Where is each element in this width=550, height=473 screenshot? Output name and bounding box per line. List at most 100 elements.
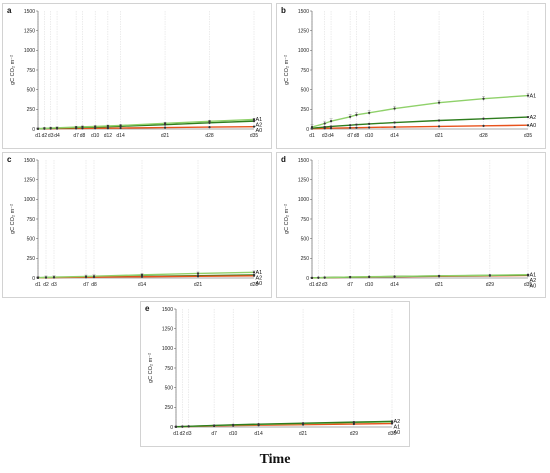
data-point bbox=[106, 124, 109, 128]
data-point bbox=[119, 124, 122, 127]
series-A1 bbox=[310, 93, 530, 129]
data-point bbox=[208, 121, 211, 124]
x-tick-label: d1 bbox=[309, 282, 315, 288]
data-point bbox=[355, 126, 358, 129]
panel-letter: a bbox=[7, 6, 12, 15]
series-label-A2: A2 bbox=[256, 276, 263, 282]
y-tick-label: 0 bbox=[32, 276, 35, 282]
y-tick-label: 1250 bbox=[24, 177, 35, 183]
x-tick-label: d4 bbox=[328, 133, 334, 139]
x-tick-label: d28 bbox=[479, 133, 488, 139]
series-label-A2: A2 bbox=[530, 115, 537, 121]
series-A1 bbox=[36, 270, 256, 279]
data-point bbox=[301, 422, 305, 425]
data-point bbox=[368, 126, 371, 129]
x-tick-label: d21 bbox=[435, 133, 444, 139]
x-tick-label: d1 bbox=[35, 133, 41, 139]
x-tick-label: d1 bbox=[309, 133, 315, 139]
data-point bbox=[437, 101, 441, 104]
data-point bbox=[482, 97, 485, 100]
y-tick-label: 1250 bbox=[24, 28, 35, 34]
x-tick-label: d4 bbox=[54, 133, 60, 139]
y-tick-label: 0 bbox=[170, 425, 173, 431]
data-point bbox=[181, 425, 184, 428]
x-tick-label: d3 bbox=[322, 133, 328, 139]
x-tick-label: d3 bbox=[322, 282, 328, 288]
panel-letter: b bbox=[281, 6, 286, 15]
data-point bbox=[81, 125, 84, 128]
data-point bbox=[252, 120, 256, 123]
y-tick-label: 250 bbox=[165, 405, 174, 411]
data-point bbox=[92, 275, 96, 278]
y-tick-label: 500 bbox=[301, 87, 310, 93]
data-point bbox=[317, 276, 320, 279]
data-point bbox=[482, 124, 485, 127]
y-tick-label: 250 bbox=[301, 107, 310, 113]
data-point bbox=[196, 272, 200, 275]
panel-letter: d bbox=[281, 155, 286, 164]
panel-frame bbox=[276, 152, 546, 298]
series-line bbox=[37, 271, 255, 279]
x-tick-label: d14 bbox=[390, 282, 399, 288]
panel-a: a 0 250 500 750 1000 1250 1500 d1 d2 d3 d4 d7 d8 d10 d1… bbox=[2, 3, 272, 149]
y-tick-label: 1500 bbox=[24, 9, 35, 15]
data-point bbox=[252, 125, 256, 128]
data-point bbox=[36, 276, 40, 279]
data-point bbox=[393, 121, 396, 124]
data-point bbox=[323, 125, 326, 129]
y-tick-label: 1000 bbox=[162, 346, 173, 352]
x-tick-label: d21 bbox=[435, 282, 444, 288]
series-A1 bbox=[36, 118, 256, 130]
x-tick-label: d21 bbox=[161, 133, 170, 139]
data-point bbox=[437, 274, 441, 277]
data-point bbox=[355, 123, 358, 126]
data-point bbox=[163, 126, 167, 129]
y-tick-label: 1000 bbox=[298, 197, 309, 203]
x-tick-label: d2 bbox=[43, 282, 49, 288]
data-point bbox=[329, 125, 333, 128]
x-tick-label: d7 bbox=[83, 282, 89, 288]
x-tick-label: d21 bbox=[194, 282, 203, 288]
x-tick-label: d3 bbox=[186, 431, 192, 437]
x-tick-label: d29 bbox=[350, 431, 359, 437]
x-tick-label: d10 bbox=[91, 133, 100, 139]
series-line bbox=[311, 94, 529, 128]
x-tick-label: d2 bbox=[42, 133, 48, 139]
x-tick-label: d10 bbox=[365, 133, 374, 139]
data-point bbox=[208, 126, 211, 129]
y-tick-label: 1500 bbox=[298, 158, 309, 164]
y-axis-label: gC CO₂ m⁻² bbox=[284, 204, 290, 234]
data-point bbox=[368, 122, 371, 125]
y-tick-label: 1250 bbox=[298, 28, 309, 34]
data-point bbox=[352, 421, 355, 424]
data-point bbox=[174, 425, 178, 428]
series-line bbox=[311, 116, 529, 129]
x-tick-label: d2 bbox=[316, 282, 322, 288]
y-tick-label: 0 bbox=[306, 276, 309, 282]
y-axis-label: gC CO₂ m⁻² bbox=[10, 204, 16, 234]
data-point bbox=[49, 126, 52, 130]
y-tick-label: 250 bbox=[301, 256, 310, 262]
data-point bbox=[349, 124, 352, 127]
data-point bbox=[213, 424, 216, 427]
y-tick-label: 1000 bbox=[24, 48, 35, 54]
data-point bbox=[252, 274, 256, 277]
data-point bbox=[196, 275, 200, 278]
panel-b: b 0 250 500 750 1000 1250 1500 d1 d3 d4 d7 d8 d10 d14 d… bbox=[276, 3, 546, 149]
x-tick-label: d35 bbox=[388, 431, 397, 437]
x-axis-title: Time bbox=[259, 452, 291, 467]
x-tick-label: d3 bbox=[48, 133, 54, 139]
x-tick-label: d14 bbox=[138, 282, 147, 288]
x-tick-label: d14 bbox=[254, 431, 263, 437]
data-point bbox=[94, 125, 97, 128]
data-point bbox=[232, 423, 235, 426]
x-tick-label: d7 bbox=[73, 133, 79, 139]
y-tick-label: 500 bbox=[27, 236, 36, 242]
x-tick-label: d35 bbox=[524, 133, 533, 139]
data-point bbox=[355, 113, 358, 116]
x-tick-label: d1 bbox=[35, 282, 41, 288]
x-tick-label: d7 bbox=[347, 133, 353, 139]
y-tick-label: 750 bbox=[301, 68, 310, 74]
data-point bbox=[349, 126, 352, 129]
data-point bbox=[187, 425, 190, 428]
